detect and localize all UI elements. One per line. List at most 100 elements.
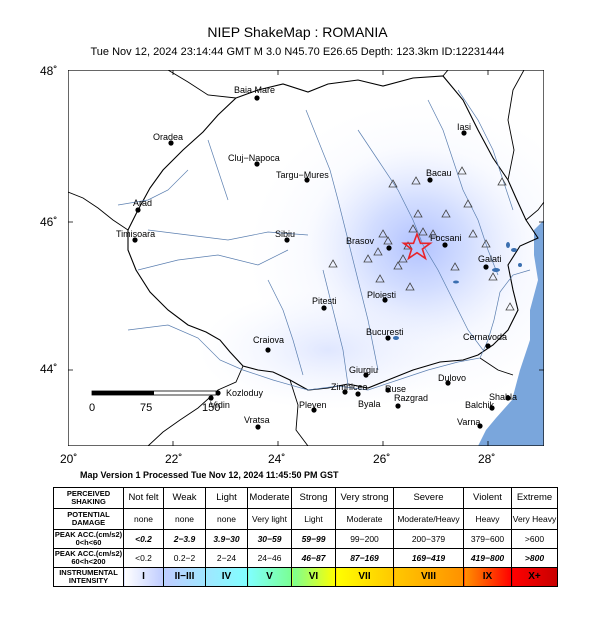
city-balchik: Balchik [465, 400, 495, 411]
legend-cell: >800 [511, 548, 558, 568]
event-subtitle: Tue Nov 12, 2024 23:14:44 GMT M 3.0 N45.… [90, 46, 505, 58]
city-bucuresti: Bucuresti [366, 327, 404, 341]
legend-cell: 46−87 [291, 548, 336, 568]
city-bacau: Bacau [426, 168, 452, 183]
legend-cell: 2−24 [205, 548, 248, 568]
city-pitesti: Pitesti [312, 296, 337, 311]
romania-border [127, 75, 539, 391]
intensity-cell-5: V [247, 567, 292, 587]
city-vidin: Vidin [208, 395, 230, 410]
intensity-cell-7: VII [335, 567, 394, 587]
legend-header-damage: POTENTIAL DAMAGE [53, 508, 124, 530]
legend-cell: Light [205, 487, 248, 509]
legend-cell: Moderate [247, 487, 292, 509]
legend-cell: 59−99 [291, 529, 336, 549]
shaking-field-south [198, 290, 458, 410]
city-craiova: Craiova [253, 335, 284, 353]
moldova-ukraine-border [525, 201, 544, 221]
svg-text:Razgrad: Razgrad [394, 393, 428, 403]
city-ruse: Ruse [385, 384, 406, 394]
legend-cell: 2−3.9 [163, 529, 206, 549]
legend-cell: Severe [393, 487, 464, 509]
intensity-cell-4: IV [205, 567, 248, 587]
legend-cell: 30−59 [247, 529, 292, 549]
svg-text:Balchik: Balchik [465, 400, 495, 410]
lon-label-20: 20˚ [60, 452, 78, 466]
svg-text:Cernavoda: Cernavoda [463, 332, 507, 342]
city-ploiesti: Ploiesti [367, 290, 396, 303]
serbia-bulgaria-border [289, 379, 309, 446]
shakemap-map: Baia Mare Iasi Oradea Cluj−Napoca Targu−… [68, 70, 544, 446]
svg-text:Kozloduy: Kozloduy [226, 388, 264, 398]
intensity-legend-table: PERCEIVED SHAKING Not felt Weak Light Mo… [53, 487, 558, 587]
lon-label-22: 22˚ [165, 452, 183, 466]
serbia-border [147, 365, 244, 446]
hungary-border [68, 191, 129, 231]
legend-cell: Very strong [335, 487, 394, 509]
lat-label-46: 46˚ [40, 215, 58, 229]
svg-text:Timisoara: Timisoara [116, 229, 155, 239]
legend-cell: Violent [463, 487, 512, 509]
legend-row-instrumental-intensity: INSTRUMENTAL INTENSITY I II−III IV V VI … [53, 567, 558, 587]
intensity-cell-2-3: II−III [163, 567, 206, 587]
legend-cell: <0.2 [123, 529, 164, 549]
svg-text:Galati: Galati [478, 254, 502, 264]
lat-label-44: 44˚ [40, 362, 58, 376]
legend-cell: none [123, 508, 164, 530]
legend-cell: 87−169 [335, 548, 394, 568]
svg-text:0: 0 [89, 402, 95, 414]
legend-cell: 200−379 [393, 529, 464, 549]
city-varna: Varna [457, 417, 483, 429]
dobruja-border [479, 357, 514, 376]
legend-cell: none [205, 508, 248, 530]
intensity-cell-9: IX [463, 567, 512, 587]
svg-text:Brasov: Brasov [346, 236, 375, 246]
legend-cell: Moderate [335, 508, 394, 530]
black-sea [478, 220, 544, 446]
svg-text:Varna: Varna [457, 417, 480, 427]
lon-label-24: 24˚ [268, 452, 286, 466]
legend-cell: Very light [247, 508, 292, 530]
legend-row-perceived-shaking: PERCEIVED SHAKING Not felt Weak Light Mo… [53, 487, 558, 509]
intensity-cell-8: VIII [393, 567, 464, 587]
svg-text:Vratsa: Vratsa [244, 415, 270, 425]
svg-text:Ploiesti: Ploiesti [367, 290, 396, 300]
svg-text:Targu−Mures: Targu−Mures [276, 170, 329, 180]
legend-cell: Light [291, 508, 336, 530]
city-focsani: Focsani [430, 233, 462, 248]
ukraine-border-west [167, 70, 237, 99]
legend-cell: >600 [511, 529, 558, 549]
svg-text:Pitesti: Pitesti [312, 296, 337, 306]
map-title: NIEP ShakeMap : ROMANIA [207, 24, 388, 40]
legend-row-peak-acc-intermediate: PEAK ACC.(cm/s2) 60<h<200 <0.2 0.2−2 2−2… [53, 548, 558, 568]
legend-header-intensity: INSTRUMENTAL INTENSITY [53, 567, 124, 587]
map-frame [68, 70, 544, 446]
seismic-stations [328, 166, 515, 311]
legend-cell: Weak [163, 487, 206, 509]
city-timisoara: Timisoara [116, 229, 155, 243]
legend-cell: 0.2−2 [163, 548, 206, 568]
svg-text:Shabla: Shabla [489, 392, 517, 402]
legend-cell: 99−200 [335, 529, 394, 549]
legend-cell: 419−800 [463, 548, 512, 568]
ukraine-border-north [442, 70, 449, 77]
city-baia-mare: Baia Mare [234, 85, 275, 101]
city-pleven: Pleven [299, 400, 327, 413]
legend-header-acc-intermediate: PEAK ACC.(cm/s2) 60<h<200 [53, 548, 124, 568]
legend-cell: Very Heavy [511, 508, 558, 530]
legend-cell: Strong [291, 487, 336, 509]
legend-cell: 3.9−30 [205, 529, 248, 549]
city-razgrad: Razgrad [394, 393, 428, 409]
svg-text:Pleven: Pleven [299, 400, 327, 410]
svg-text:Baia Mare: Baia Mare [234, 85, 275, 95]
legend-cell: 24−46 [247, 548, 292, 568]
epicenter-star-icon [401, 231, 433, 261]
legend-cell: 379−600 [463, 529, 512, 549]
lakes [393, 242, 522, 340]
moldova-border [507, 70, 525, 181]
city-brasov: Brasov [346, 236, 392, 251]
svg-text:Byala: Byala [358, 399, 381, 409]
svg-text:Oradea: Oradea [153, 132, 183, 142]
lon-label-26: 26˚ [373, 452, 391, 466]
intensity-cell-1: I [123, 567, 164, 587]
